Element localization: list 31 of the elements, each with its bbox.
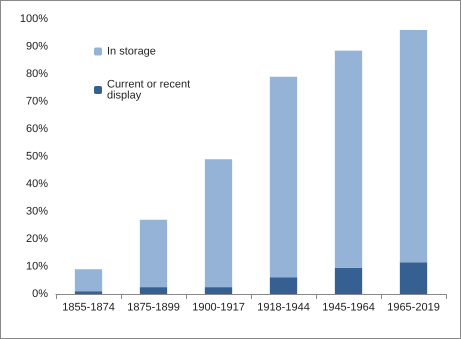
bar [204,287,232,294]
y-tick-label: 0% [32,288,48,300]
x-tick-label: 1918-1944 [257,302,310,314]
bar [74,269,102,292]
bar [140,220,168,288]
bar [334,268,362,294]
x-tick-label: 1965-2019 [387,302,440,314]
y-tick-label: 10% [26,260,48,272]
x-tick-label: 1855-1874 [62,302,115,314]
y-tick-label: 80% [26,68,48,80]
y-tick-label: 40% [26,178,48,190]
bar [140,287,168,294]
bar [270,76,298,278]
y-tick-label: 30% [26,206,48,218]
bar [204,159,232,288]
y-tick-label: 70% [26,96,48,108]
y-tick-label: 50% [26,150,48,162]
y-tick-label: 60% [26,123,48,135]
bar [334,50,362,268]
bar [74,291,102,294]
y-tick-label: 90% [26,40,48,52]
x-tick-label: 1875-1899 [127,302,180,314]
bar [270,278,298,294]
x-tick-label: 1945-1964 [322,302,375,314]
bar [400,30,428,262]
x-tick-label: 1900-1917 [192,302,245,314]
legend-label: Current or recent display [107,78,194,102]
y-tick-label: 100% [20,13,48,25]
bar [400,262,428,294]
y-tick-label: 20% [26,233,48,245]
legend-label: In storage [107,46,156,58]
